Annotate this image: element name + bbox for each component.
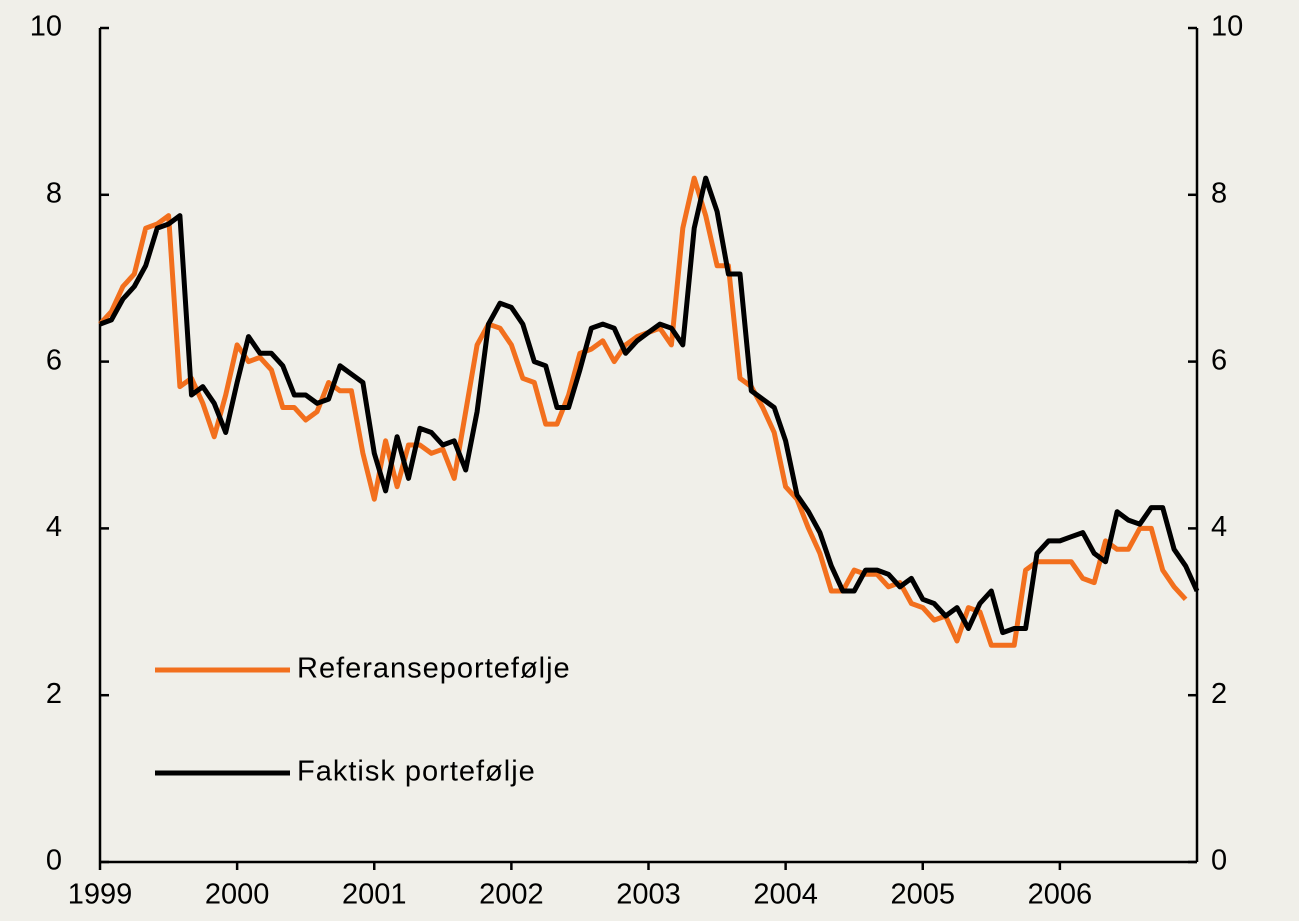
- x-tick-label: 2000: [205, 879, 270, 911]
- x-tick-label: 2001: [342, 879, 407, 911]
- legend-label: Faktisk portefølje: [297, 756, 536, 788]
- y2-tick-label: 10: [1211, 11, 1243, 43]
- x-tick-label: 2006: [1028, 879, 1093, 911]
- series-line: [99, 175, 1200, 636]
- x-tick-label: 2002: [479, 879, 544, 911]
- y2-tick-label: 4: [1211, 511, 1227, 543]
- y-tick-label: 10: [30, 11, 62, 43]
- y2-tick-label: 8: [1211, 177, 1227, 209]
- y-tick-label: 6: [46, 344, 62, 376]
- y2-tick-label: 2: [1211, 678, 1227, 710]
- x-tick-label: 2003: [616, 879, 681, 911]
- x-tick-label: 2005: [890, 879, 955, 911]
- x-tick-label: 2004: [753, 879, 818, 911]
- y-tick-label: 2: [46, 678, 62, 710]
- y-tick-label: 8: [46, 177, 62, 209]
- legend-label: Referanseportefølje: [297, 653, 571, 685]
- y2-tick-label: 6: [1211, 344, 1227, 376]
- y-tick-label: 4: [46, 511, 62, 543]
- y-tick-label: 0: [46, 845, 62, 877]
- x-tick-label: 1999: [68, 879, 133, 911]
- y2-tick-label: 0: [1211, 845, 1227, 877]
